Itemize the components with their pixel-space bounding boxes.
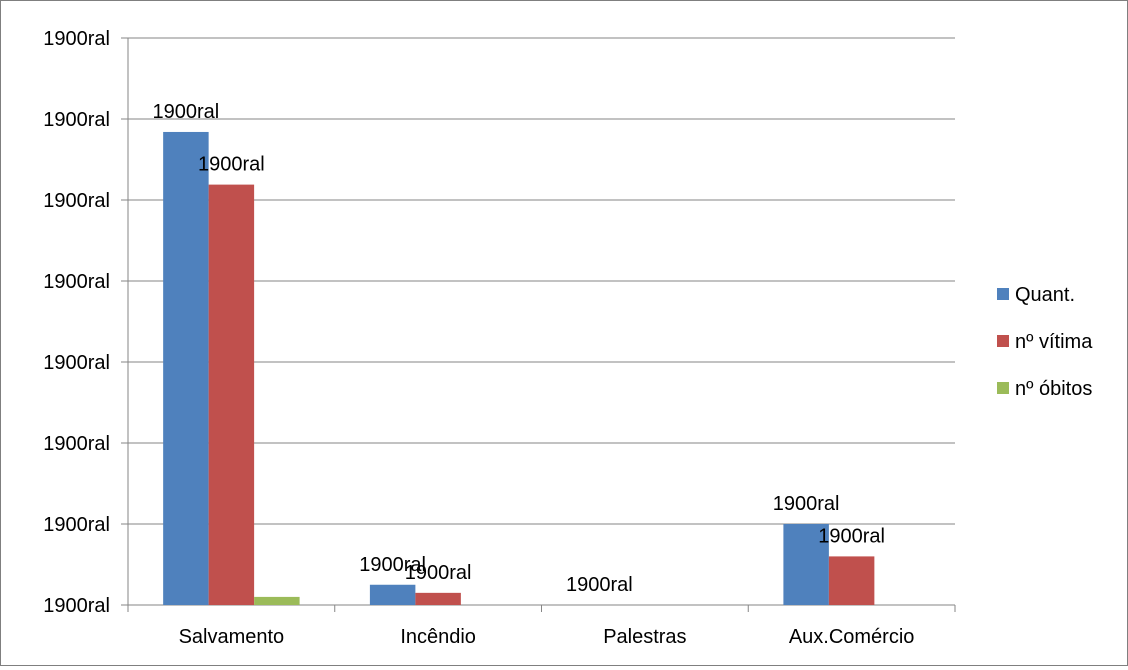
bar <box>208 184 255 606</box>
bars <box>163 131 875 606</box>
y-tick-label: 1900ral <box>43 595 110 617</box>
data-label: 1900ral <box>359 554 426 576</box>
data-labels: 1900ral1900ral1900ral1900ral1900ral1900r… <box>153 101 885 596</box>
x-tick-label: Incêndio <box>400 626 476 648</box>
y-tick-label: 1900ral <box>43 28 110 50</box>
x-tick-labels: Salvamento Incêndio Palestras Aux.Comércio <box>179 626 915 648</box>
legend: Quant. nº vítima nº óbitos <box>997 284 1093 400</box>
data-label: 1900ral <box>153 101 220 123</box>
y-tick-label: 1900ral <box>43 190 110 212</box>
bar <box>415 592 461 605</box>
data-label: 1900ral <box>773 493 840 515</box>
y-tick-label: 1900ral <box>43 271 110 293</box>
x-tick-label: Palestras <box>603 626 686 648</box>
y-tick-label: 1900ral <box>43 109 110 131</box>
legend-label: Quant. <box>1015 284 1075 306</box>
y-tick-labels: 1900ral 1900ral 1900ral 1900ral 1900ral 1900r… <box>43 28 110 617</box>
data-label: 1900ral <box>566 574 633 596</box>
legend-label: nº vítima <box>1015 331 1093 353</box>
data-label: 1900ral <box>405 562 472 584</box>
bar <box>369 584 416 605</box>
data-label: 1900ral <box>198 154 265 176</box>
y-tick-label: 1900ral <box>43 433 110 455</box>
y-tick-label: 1900ral <box>43 514 110 536</box>
legend-swatch <box>997 288 1009 300</box>
bar <box>783 524 829 605</box>
y-tick-label: 1900ral <box>43 352 110 374</box>
data-label: 1900ral <box>818 525 885 547</box>
legend-label: nº óbitos <box>1015 378 1092 400</box>
x-tick-label: Salvamento <box>179 626 285 648</box>
bar <box>254 596 300 605</box>
x-tick-label: Aux.Comércio <box>789 626 915 648</box>
bar <box>163 131 209 605</box>
bar <box>828 556 875 605</box>
legend-swatch <box>997 335 1009 347</box>
legend-swatch <box>997 382 1009 394</box>
gridlines <box>128 37 955 525</box>
